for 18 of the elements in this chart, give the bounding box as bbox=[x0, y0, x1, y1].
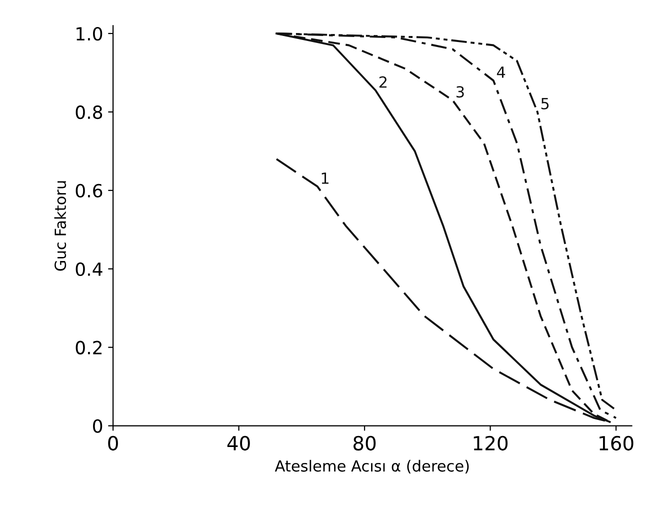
y-tick-label: 1.0 bbox=[76, 26, 102, 41]
series-label: 2 bbox=[379, 76, 387, 88]
x-tick-label: 40 bbox=[227, 436, 250, 451]
y-tick-label: 0 bbox=[93, 419, 102, 433]
x-tick-label: 0 bbox=[108, 436, 118, 451]
series-label: 4 bbox=[496, 66, 506, 78]
x-tick-label: 80 bbox=[353, 436, 376, 451]
series-label: 1 bbox=[322, 172, 328, 184]
x-tick-label: 160 bbox=[600, 436, 634, 451]
y-axis-title: Guc Faktoru bbox=[54, 181, 66, 271]
x-axis-title: Atesleme Acısı α (derece) bbox=[274, 460, 469, 474]
y-tick-label: 0.8 bbox=[76, 105, 102, 120]
series-label: 3 bbox=[456, 86, 464, 98]
x-tick-label: 120 bbox=[474, 436, 508, 451]
y-tick-label: 0.6 bbox=[76, 184, 102, 198]
y-tick-label: 0.2 bbox=[76, 340, 102, 354]
series-label: 5 bbox=[541, 98, 549, 110]
y-tick-label: 0.4 bbox=[76, 262, 102, 276]
